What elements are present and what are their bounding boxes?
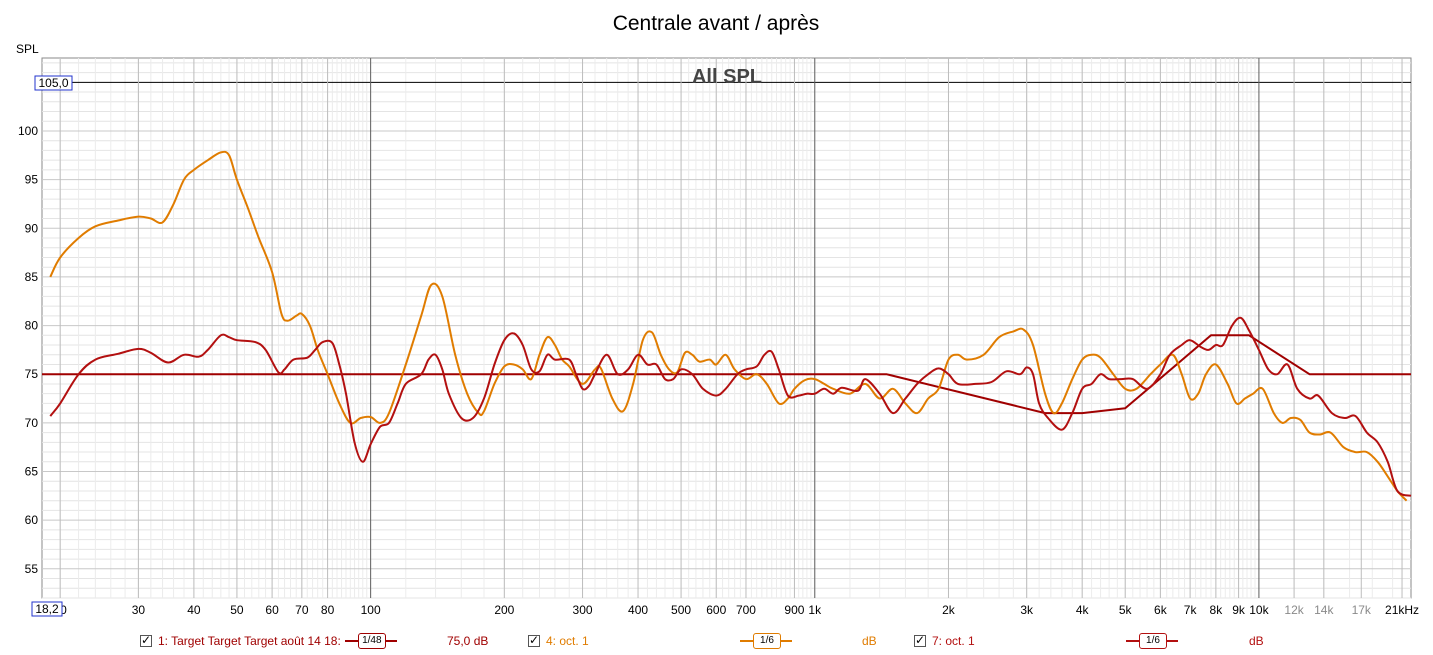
checkbox-target[interactable] (140, 633, 152, 647)
x-tick-label: 100 (361, 603, 381, 617)
x-tick-label: 9k (1232, 603, 1246, 617)
x-tick-label: 200 (494, 603, 514, 617)
y-tick-label: 100 (18, 124, 38, 138)
y-max-readout[interactable]: 105,0 (34, 75, 73, 91)
y-tick-label: 75 (25, 367, 39, 381)
x-tick-label: 4k (1076, 603, 1090, 617)
legend-label-target: 1: Target Target Target août 14 18: (158, 634, 341, 648)
x-tick-label: 60 (265, 603, 279, 617)
x-tick-label: 50 (230, 603, 244, 617)
legend-item-oct1-b: 7: oct. 1 (914, 630, 979, 652)
legend-value-target: 75,0 dB (447, 634, 489, 648)
legend-value-oct1-b: dB (1249, 634, 1264, 648)
plot-area (41, 57, 1412, 599)
x-tick-label: 7k (1184, 603, 1198, 617)
x-tick-label: 21kHz (1385, 603, 1419, 617)
legend: 1: Target Target Target août 14 18: 1/48… (0, 630, 1433, 652)
x-tick-label: 500 (671, 603, 691, 617)
y-tick-label: 90 (25, 221, 39, 235)
legend-value-oct1-a: dB (862, 634, 877, 648)
legend-label-oct1-b: 7: oct. 1 (932, 634, 975, 648)
smoothing-selector-oct1-a[interactable]: 1/6 (740, 630, 792, 652)
x-tick-label: 1k (808, 603, 822, 617)
x-tick-label: 10k (1249, 603, 1269, 617)
legend-label-oct1-a: 4: oct. 1 (546, 634, 589, 648)
y-tick-label: 55 (25, 562, 39, 576)
legend-item-oct1-a: 4: oct. 1 (528, 630, 593, 652)
legend-item-target: 1: Target Target Target août 14 18: 1/48 (140, 630, 397, 652)
x-tick-label: 17k (1352, 603, 1372, 617)
y-tick-label: 95 (25, 173, 39, 187)
x-tick-label: 14k (1314, 603, 1334, 617)
chart-subtitle: All SPL (692, 66, 762, 88)
x-tick-label: 400 (628, 603, 648, 617)
x-tick-label: 2k (942, 603, 956, 617)
x-min-readout[interactable]: 18,2 (31, 601, 63, 617)
svg-text:105,0: 105,0 (38, 76, 68, 90)
x-tick-label: 300 (573, 603, 593, 617)
y-tick-label: 80 (25, 319, 39, 333)
x-tick-label: 900 (784, 603, 804, 617)
smoothing-selector-target[interactable]: 1/48 (344, 633, 397, 649)
x-tick-label: 30 (132, 603, 146, 617)
x-tick-label: 700 (736, 603, 756, 617)
series-line-2 (49, 150, 1408, 502)
svg-text:18,2: 18,2 (35, 602, 59, 616)
x-tick-label: 12k (1284, 603, 1304, 617)
checkbox-oct1-b[interactable] (914, 633, 926, 647)
x-tick-label: 6k (1154, 603, 1168, 617)
x-tick-label: 80 (321, 603, 335, 617)
x-tick-label: 600 (706, 603, 726, 617)
x-tick-label: 40 (187, 603, 201, 617)
checkbox-oct1-a[interactable] (528, 633, 540, 647)
y-tick-label: 60 (25, 513, 39, 527)
y-axis-label: SPL (16, 42, 39, 56)
y-tick-label: 85 (25, 270, 39, 284)
y-tick-label: 70 (25, 416, 39, 430)
smoothing-selector-oct1-b[interactable]: 1/6 (1126, 630, 1178, 652)
x-tick-label: 8k (1210, 603, 1224, 617)
series-line-3 (49, 316, 1412, 497)
x-tick-label: 3k (1020, 603, 1034, 617)
x-tick-label: 5k (1119, 603, 1133, 617)
y-tick-label: 65 (25, 465, 39, 479)
chart-title: Centrale avant / après (613, 12, 820, 35)
x-tick-label: 70 (295, 603, 309, 617)
